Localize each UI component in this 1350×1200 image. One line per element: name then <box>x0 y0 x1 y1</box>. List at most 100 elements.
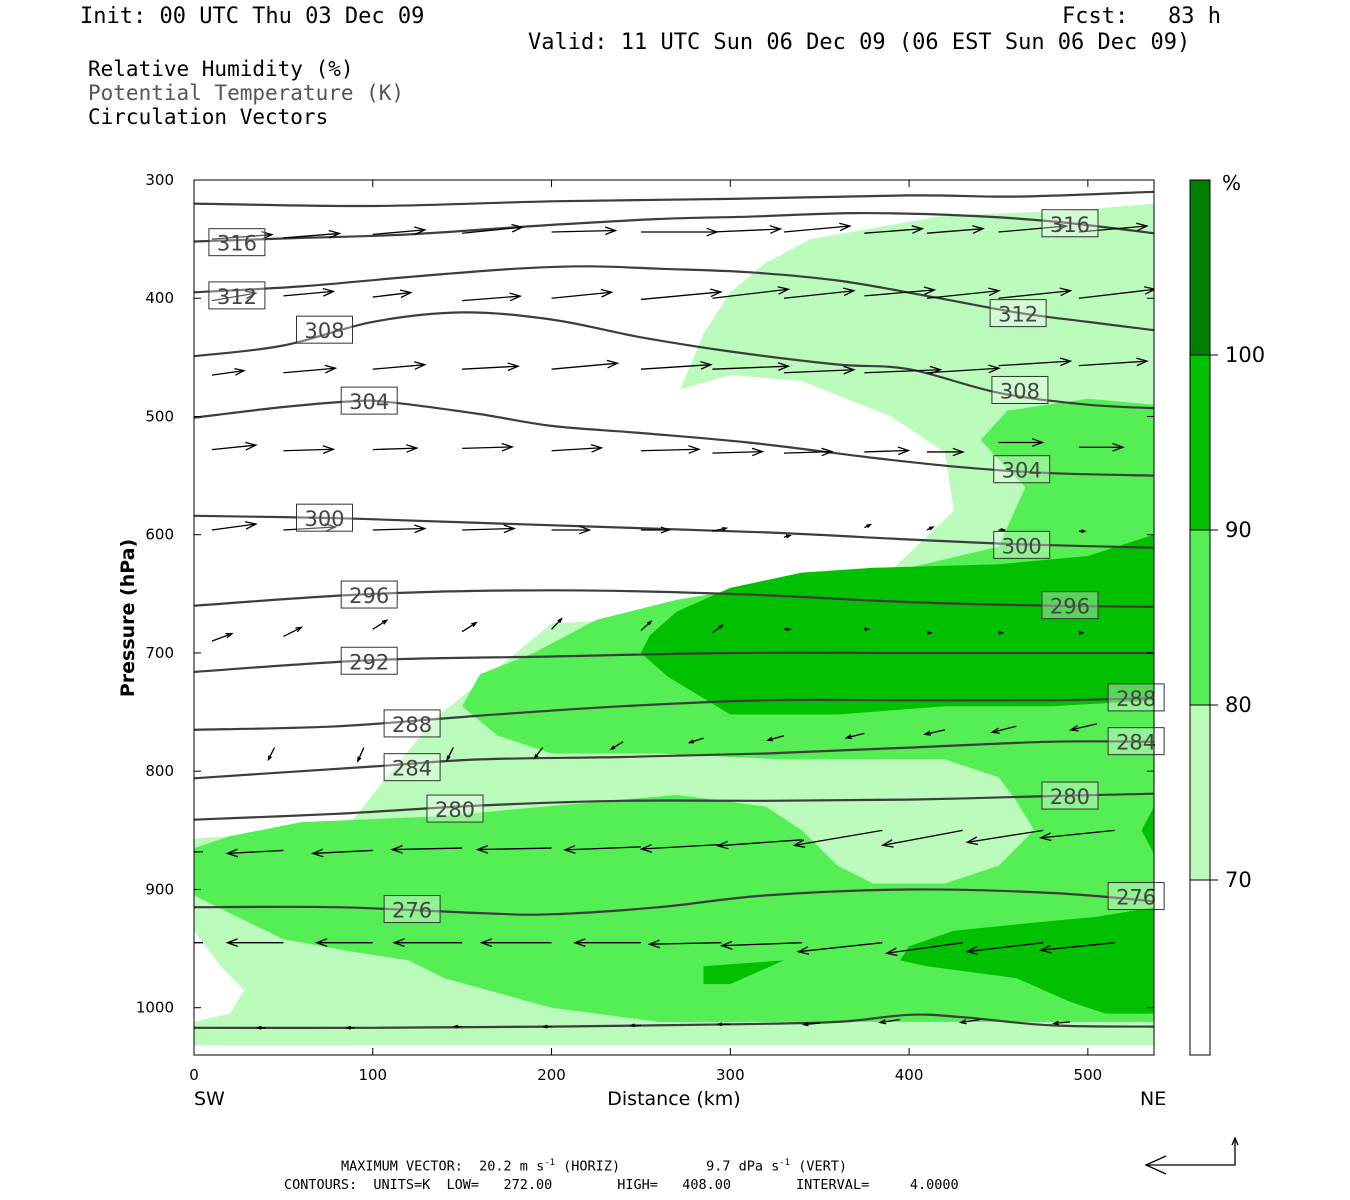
vector-shaft <box>926 367 1000 374</box>
vector-shaft <box>462 365 519 370</box>
vector-head <box>324 523 338 532</box>
vector-head <box>606 359 620 369</box>
theta-label-box <box>993 530 1051 559</box>
vector-shaft <box>551 618 563 630</box>
vector-head <box>839 222 852 232</box>
vector-head <box>1080 529 1087 534</box>
x-axis-title: Distance (km) <box>607 1088 740 1110</box>
circulation-vector <box>609 741 624 751</box>
vector-shaft <box>211 633 233 642</box>
circulation-vector <box>864 523 873 529</box>
circulation-vector <box>783 287 856 299</box>
vector-head <box>988 287 1001 297</box>
circulation-vector <box>801 1021 820 1027</box>
theta-label-box <box>383 895 441 924</box>
vector-shaft <box>967 942 1044 953</box>
circulation-vector <box>372 289 413 299</box>
theta-label-308: 308 <box>296 315 354 344</box>
vector-shaft <box>283 367 336 374</box>
vector-shaft <box>446 747 454 760</box>
circulation-vector <box>687 737 704 744</box>
vector-shaft <box>689 737 704 744</box>
vector-head <box>1068 725 1079 732</box>
theta-label-text: 308 <box>1000 379 1040 403</box>
theta-label-box <box>1041 591 1099 620</box>
circulation-vector <box>533 747 544 760</box>
circulation-vector <box>551 443 604 453</box>
circulation-vector <box>392 938 463 948</box>
vector-head <box>928 526 935 531</box>
circulation-vector <box>958 1018 981 1025</box>
vector-head <box>884 947 898 957</box>
circulation-vector <box>796 942 883 955</box>
x-tick-label-200: 200 <box>537 1066 566 1084</box>
theta-contour-280 <box>194 792 1154 821</box>
vector-head <box>600 288 614 298</box>
max-vector-line: MAXIMUM VECTOR: 20.2 m s-1 (HORIZ) 9.7 dP… <box>341 1158 847 1175</box>
theta-contour-300 <box>194 514 1154 549</box>
vector-shaft <box>712 228 781 233</box>
circulation-vector <box>283 626 304 638</box>
vector-shaft <box>462 295 521 302</box>
theta-contour-316 <box>194 190 1154 208</box>
vector-head <box>965 836 979 846</box>
vector-head <box>533 754 539 760</box>
theta-contour-284 <box>194 740 1154 780</box>
rh-region-90 <box>900 907 1154 1014</box>
circulation-vector <box>880 829 963 848</box>
circulation-vector <box>475 844 552 854</box>
circulation-vector <box>878 1018 901 1025</box>
vector-head <box>880 839 894 848</box>
forecast-hour: Fcst: 83 h <box>1062 4 1221 29</box>
vector-shaft <box>534 747 544 759</box>
circulation-vector <box>1038 942 1115 954</box>
vector-head <box>716 1022 723 1027</box>
vector-head <box>722 526 729 532</box>
vector-shaft <box>211 444 256 451</box>
vector-head <box>503 524 517 534</box>
circulation-vector <box>783 534 792 539</box>
circulation-vector <box>372 524 427 534</box>
vector-head <box>604 226 618 236</box>
vector-head <box>965 946 979 955</box>
theta-label-text: 292 <box>349 650 389 674</box>
circulation-vector <box>640 445 701 454</box>
vector-head <box>769 225 783 234</box>
circulation-vector <box>998 222 1069 233</box>
theta-label-284: 284 <box>1107 727 1165 756</box>
circulation-vector <box>1078 286 1154 299</box>
rh-region-90 <box>640 534 1154 715</box>
theta-label-text: 296 <box>349 584 389 608</box>
vector-head <box>149 939 159 947</box>
vector-shaft <box>712 288 789 299</box>
theta-label-text: 300 <box>1002 534 1042 558</box>
vector-shaft <box>551 447 602 452</box>
vector-head <box>785 534 792 539</box>
circulation-vector <box>372 361 427 370</box>
vector-head <box>1055 222 1069 232</box>
circulation-vector <box>283 445 336 455</box>
theta-label-box <box>383 709 441 738</box>
x-tick-label-500: 500 <box>1074 1066 1103 1084</box>
vector-shaft <box>864 369 941 374</box>
circulation-vector <box>462 362 521 372</box>
vector-head <box>267 755 272 762</box>
vector-shaft <box>864 289 935 297</box>
vector-head <box>1136 357 1149 367</box>
theta-label-304: 304 <box>340 386 398 415</box>
colorbar-segment <box>1189 354 1211 531</box>
colorbar-label-70: 70 <box>1225 868 1252 892</box>
vector-shaft <box>462 226 523 234</box>
circulation-vector <box>965 829 1044 846</box>
circulation-vector <box>310 848 373 858</box>
circulation-vector <box>283 523 338 532</box>
vector-head <box>801 1021 809 1027</box>
circulation-vector <box>639 843 722 853</box>
theta-label-text: 288 <box>392 713 432 737</box>
vector-shaft <box>798 942 883 953</box>
vector-shaft <box>283 232 340 239</box>
vector-shaft <box>357 747 365 762</box>
circulation-vector <box>462 524 517 534</box>
vector-head <box>446 755 451 762</box>
